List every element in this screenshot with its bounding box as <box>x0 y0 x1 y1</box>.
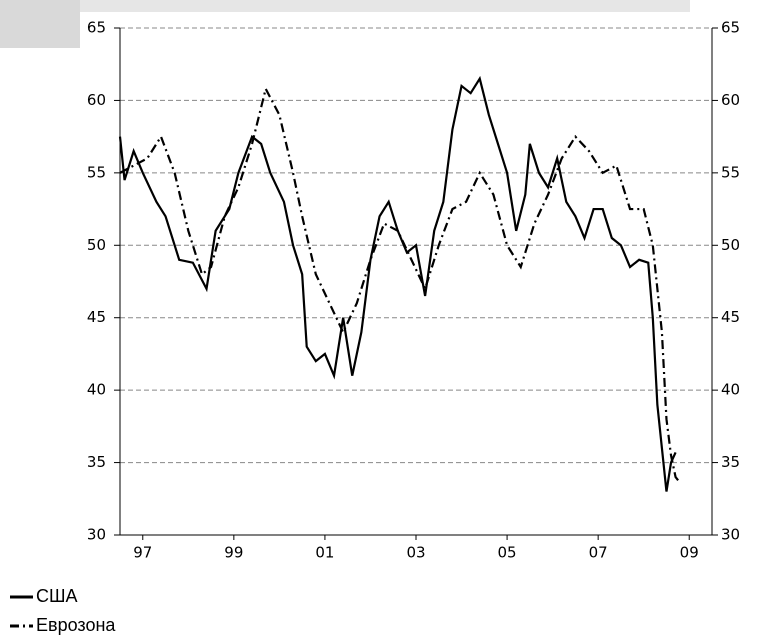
y2-tick-label: 45 <box>721 308 740 326</box>
x-tick-label: 99 <box>224 544 243 562</box>
y2-tick-label: 55 <box>721 163 740 181</box>
x-tick-label: 01 <box>315 544 334 562</box>
y2-tick-label: 35 <box>721 453 740 471</box>
y-tick-label: 35 <box>87 453 106 471</box>
y-tick-label: 45 <box>87 308 106 326</box>
x-tick-label: 09 <box>680 544 699 562</box>
y-tick-label: 30 <box>87 526 106 544</box>
y2-tick-label: 40 <box>721 381 740 399</box>
x-tick-label: 03 <box>406 544 425 562</box>
x-tick-label: 05 <box>498 544 517 562</box>
y2-tick-label: 30 <box>721 526 740 544</box>
series-line <box>118 75 677 492</box>
x-tick-label: 07 <box>589 544 608 562</box>
header-strip <box>80 0 690 12</box>
y-tick-label: 40 <box>87 381 106 399</box>
y-tick-label: 60 <box>87 91 106 109</box>
y2-tick-label: 65 <box>721 19 740 37</box>
header-block <box>0 0 80 48</box>
legend-label: Еврозона <box>36 615 116 635</box>
legend-label: США <box>36 586 78 606</box>
y-tick-label: 55 <box>87 163 106 181</box>
series-line <box>119 85 681 484</box>
x-tick-label: 97 <box>133 544 152 562</box>
y-tick-label: 65 <box>87 19 106 37</box>
y-tick-label: 50 <box>87 236 106 254</box>
y2-tick-label: 60 <box>721 91 740 109</box>
y2-tick-label: 50 <box>721 236 740 254</box>
